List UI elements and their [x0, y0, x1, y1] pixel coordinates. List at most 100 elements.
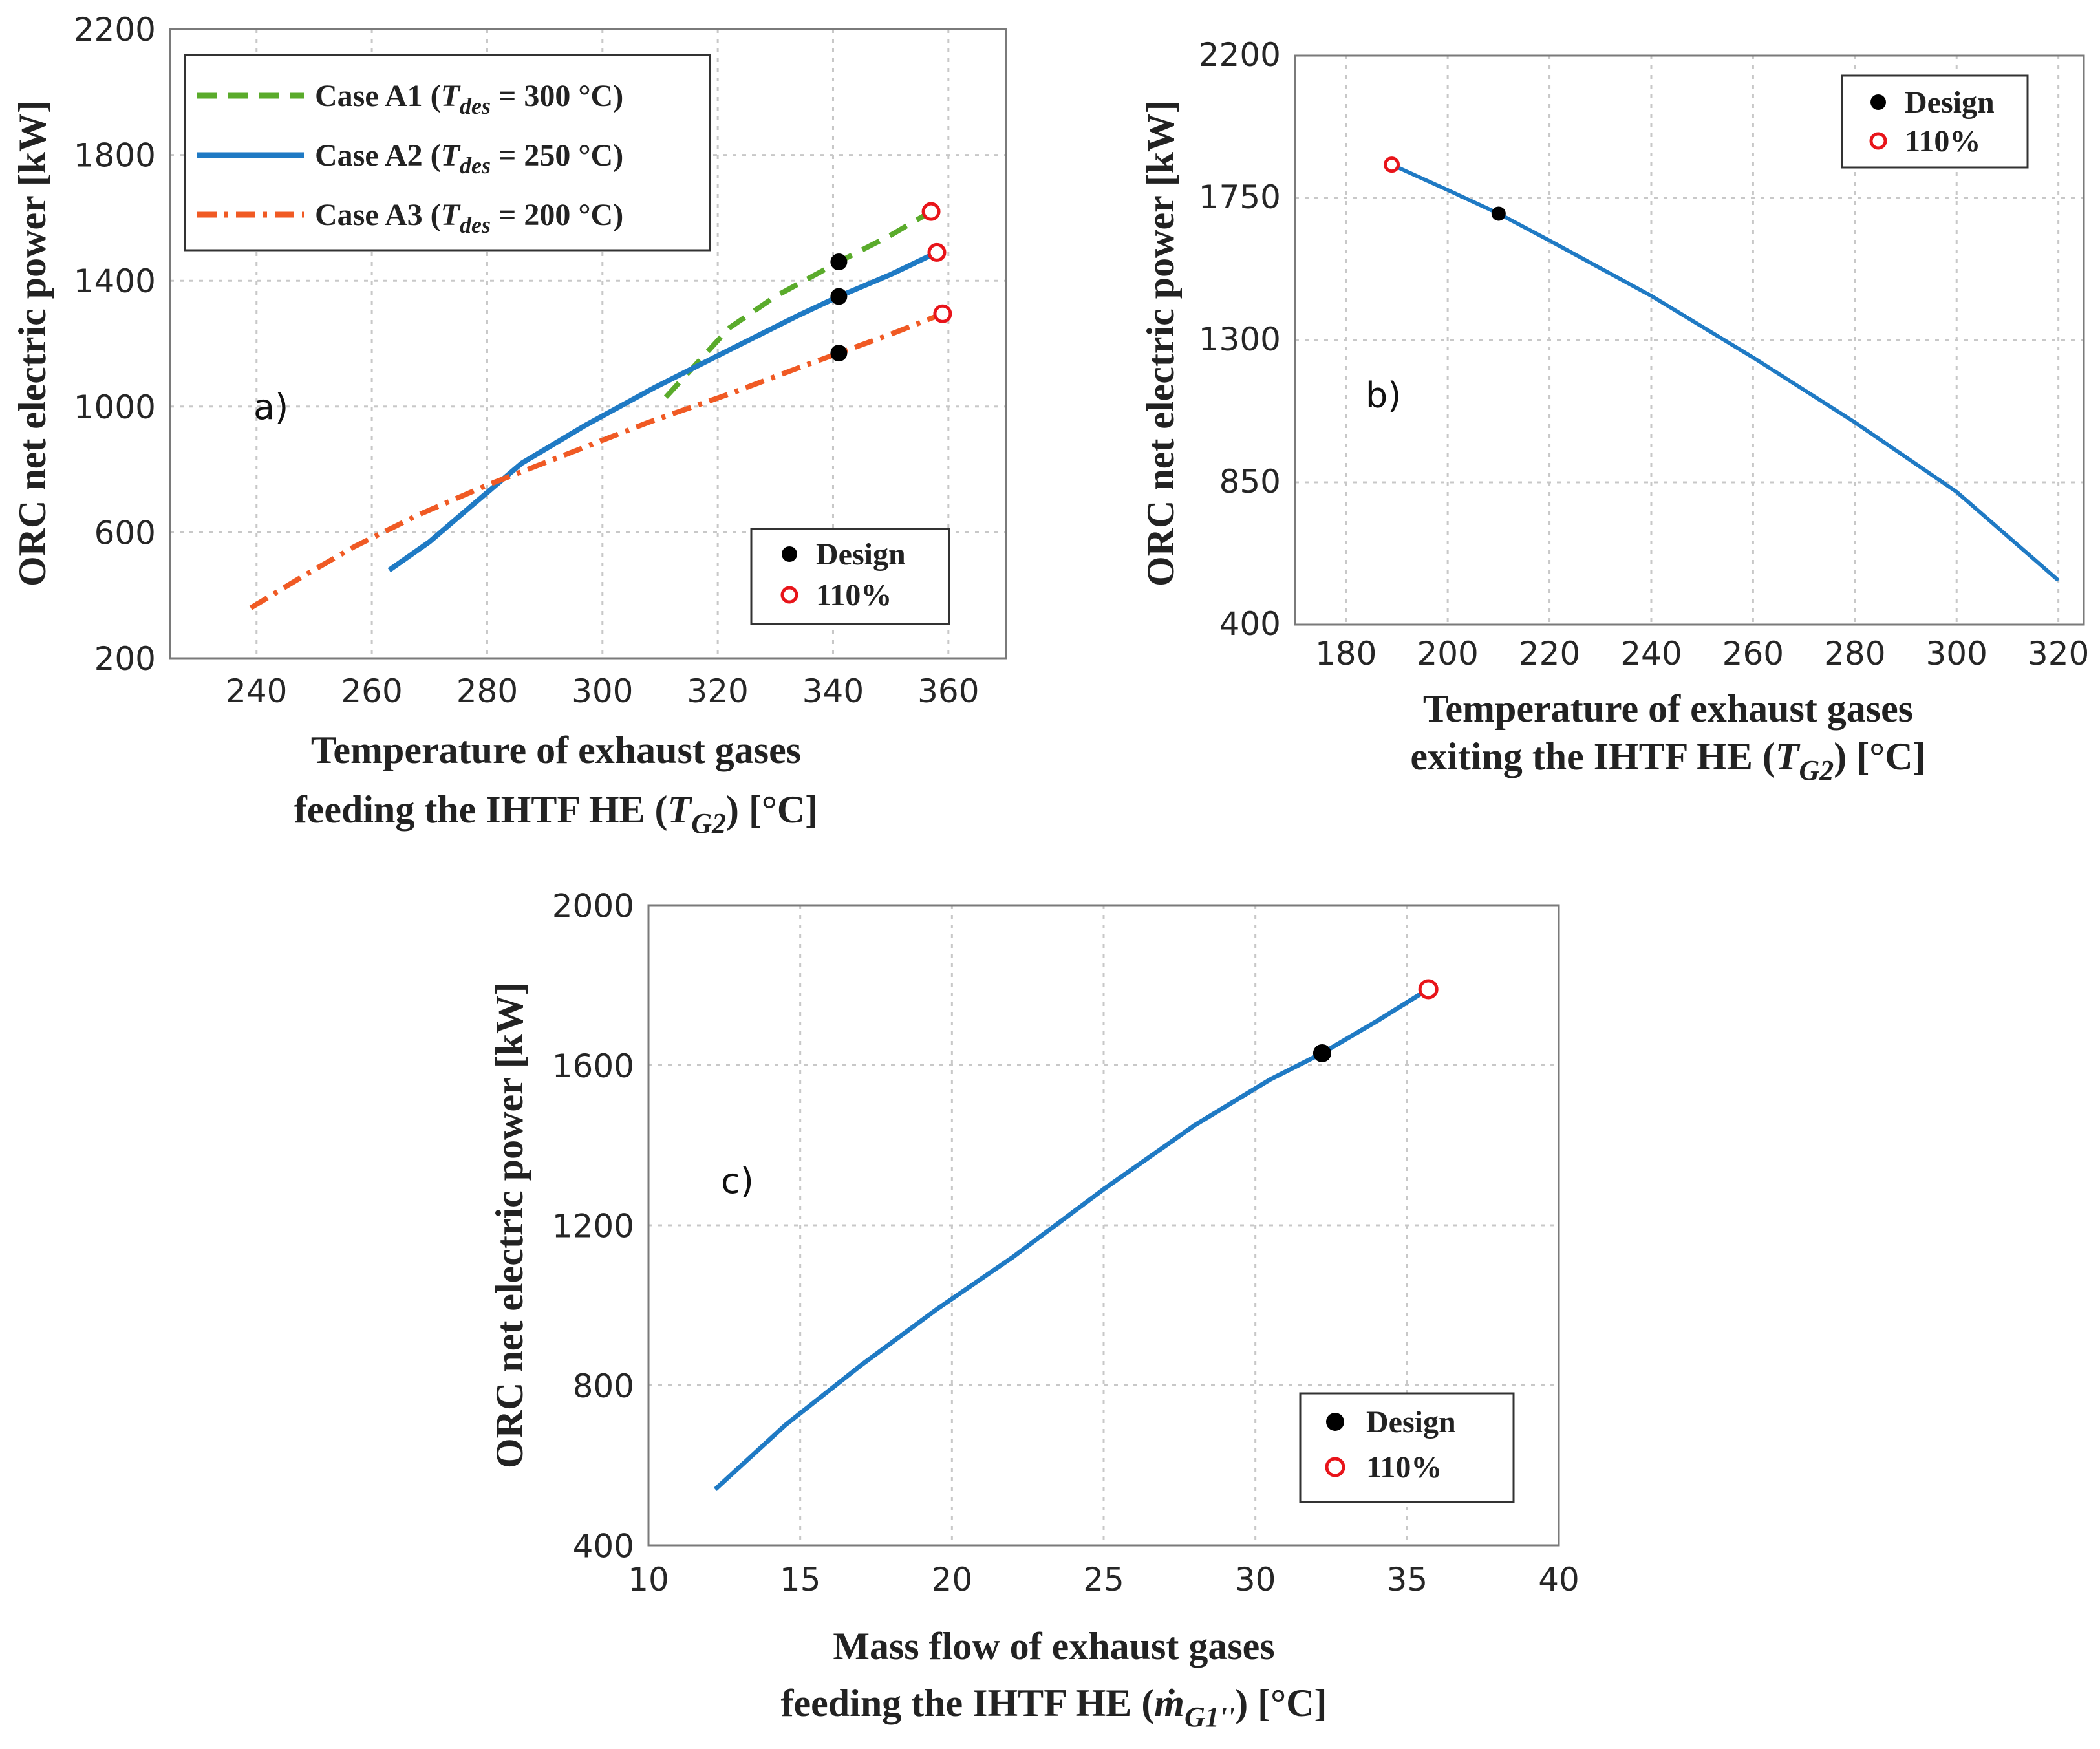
- series-line-b-1: [1391, 162, 2060, 582]
- y-tick-label: 2200: [74, 11, 156, 48]
- legend-110-label-a: 110%: [816, 578, 892, 612]
- point-110-marker: [1384, 156, 1400, 173]
- x-tick-label: 180: [1315, 635, 1377, 672]
- tick-labels-a: 240 260 280 300 320 340 360 200 600 1000 1400 1800 2…: [74, 11, 980, 710]
- x-tick-label: 340: [802, 672, 864, 710]
- y-tick-label: 200: [94, 640, 156, 678]
- point-110-marker: [933, 304, 952, 323]
- x-tick-label: 200: [1417, 635, 1478, 672]
- x-tick-label: 15: [780, 1561, 821, 1598]
- panel-c: 10 15 20 25 30 35 40 400 800 1200 1600 2000 c) Desi…: [488, 888, 1580, 1733]
- x-tick-label: 280: [1824, 635, 1885, 672]
- y-axis-title-b: ORC net electric power [kW]: [1139, 100, 1182, 586]
- point-110-marker: [927, 242, 947, 262]
- marker-legend-b: Design 110%: [1841, 74, 2029, 169]
- legend-design-marker-c: [1326, 1413, 1344, 1431]
- point-110-marker: [921, 202, 941, 221]
- legend-label-case-a2: Case A2 (Tdes = 250 °C): [315, 138, 623, 178]
- legend-design-marker-b: [1870, 94, 1886, 110]
- x-tick-label: 40: [1538, 1561, 1580, 1598]
- marker-legend-box-b: [1841, 74, 2029, 169]
- x-tick-label: 300: [1926, 635, 1988, 672]
- y-tick-label: 1750: [1199, 178, 1281, 216]
- legend-110-marker-b: [1869, 132, 1887, 150]
- tick-labels-b: 180 200 220 240 260 280 300 320 400 850 1300 1750 22…: [1199, 36, 2090, 672]
- legend-label-case-a1: Case A1 (Tdes = 300 °C): [315, 79, 623, 119]
- series-group-a: [249, 209, 944, 610]
- x-tick-label: 30: [1235, 1561, 1276, 1598]
- axes-frame-c: [647, 904, 1560, 1547]
- y-tick-label: 400: [573, 1528, 634, 1565]
- y-tick-label: 1600: [552, 1047, 634, 1085]
- marker-legend-box-c: [1299, 1392, 1515, 1503]
- panel-label-b: b): [1366, 375, 1401, 416]
- y-axis-title-c: ORC net electric power [kW]: [488, 982, 531, 1468]
- panel-a: 240 260 280 300 320 340 360 200 600 1000 1400 1800 2…: [11, 11, 1007, 839]
- x-axis-title-a-line1: Temperature of exhaust gases: [311, 729, 801, 771]
- y-tick-label: 850: [1219, 463, 1281, 500]
- x-tick-label: 280: [456, 672, 518, 710]
- design-point-marker: [1491, 206, 1506, 221]
- y-tick-label: 1300: [1199, 321, 1281, 358]
- x-axis-title-b-line1: Temperature of exhaust gases: [1423, 687, 1913, 730]
- legend-110-label-b: 110%: [1905, 124, 1980, 158]
- legend-label-case-a3: Case A3 (Tdes = 200 °C): [315, 198, 623, 238]
- y-tick-label: 600: [94, 514, 156, 552]
- marker-legend-box-a: [750, 528, 950, 625]
- design-point-marker: [830, 253, 848, 271]
- series-group-c: [713, 987, 1430, 1491]
- x-axis-title-b-line2: exiting the IHTF HE (TG2) [°C]: [1410, 735, 1925, 786]
- x-tick-label: 260: [1722, 635, 1784, 672]
- x-tick-label: 35: [1387, 1561, 1428, 1598]
- y-tick-label: 2200: [1199, 36, 1281, 74]
- legend-design-label-a: Design: [816, 537, 906, 572]
- series-legend-a: Case A1 (Tdes = 300 °C) Case A2 (Tdes = …: [184, 54, 711, 252]
- x-tick-label: 10: [628, 1561, 669, 1598]
- design-point-marker: [830, 345, 848, 362]
- y-tick-label: 1400: [74, 263, 156, 300]
- tick-labels-c: 10 15 20 25 30 35 40 400 800 1200 1600 2000: [552, 888, 1580, 1598]
- y-tick-label: 400: [1219, 605, 1281, 643]
- series-line-a-3: [249, 311, 944, 610]
- y-tick-label: 1000: [74, 389, 156, 426]
- axes-frame-a: [169, 28, 1007, 660]
- axes-frame-b: [1294, 54, 2085, 626]
- gridlines-b: [1295, 54, 2084, 626]
- x-axis-title-a-line2: feeding the IHTF HE (TG2) [°C]: [294, 788, 818, 839]
- design-point-marker: [830, 288, 848, 305]
- series-line-a-2: [387, 250, 938, 573]
- legend-110-label-c: 110%: [1366, 1450, 1442, 1485]
- x-tick-label: 220: [1519, 635, 1580, 672]
- markers-group-b: [1384, 156, 1506, 221]
- design-point-marker: [1312, 1044, 1331, 1062]
- point-110-marker: [1418, 979, 1439, 1000]
- markers-group-a: [830, 202, 952, 362]
- x-tick-label: 360: [917, 672, 979, 710]
- legend-110-marker-c: [1325, 1457, 1345, 1477]
- legend-design-marker-a: [782, 546, 797, 562]
- x-axis-title-c-line1: Mass flow of exhaust gases: [833, 1625, 1274, 1668]
- panel-b: 180 200 220 240 260 280 300 320 400 850 1300 1750 22…: [1139, 36, 2089, 786]
- x-tick-label: 300: [572, 672, 633, 710]
- legend-110-marker-a: [780, 586, 798, 604]
- x-tick-label: 240: [226, 672, 287, 710]
- x-tick-label: 260: [341, 672, 402, 710]
- y-axis-title-a: ORC net electric power [kW]: [11, 100, 54, 586]
- marker-legend-c: Design 110%: [1299, 1392, 1515, 1503]
- x-axis-title-c-line2: feeding the IHTF HE (ṁG1'') [°C]: [781, 1682, 1327, 1733]
- y-tick-label: 1200: [552, 1208, 634, 1245]
- x-tick-label: 240: [1620, 635, 1682, 672]
- x-tick-label: 20: [932, 1561, 973, 1598]
- panel-label-c: c): [721, 1161, 754, 1201]
- y-tick-label: 800: [573, 1368, 634, 1405]
- markers-group-c: [1312, 979, 1439, 1062]
- y-tick-label: 2000: [552, 888, 634, 925]
- marker-legend-a: Design 110%: [750, 528, 950, 625]
- x-tick-label: 320: [687, 672, 748, 710]
- y-tick-label: 1800: [74, 137, 156, 175]
- x-tick-label: 320: [2028, 635, 2089, 672]
- series-group-b: [1391, 162, 2060, 582]
- legend-design-label-b: Design: [1905, 85, 1995, 120]
- legend-design-label-c: Design: [1366, 1405, 1456, 1439]
